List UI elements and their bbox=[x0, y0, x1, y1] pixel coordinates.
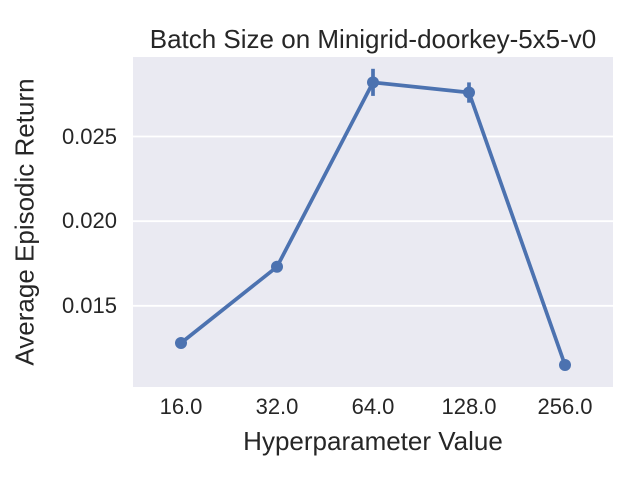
y-tick-label: 0.015 bbox=[61, 292, 117, 318]
x-tick-label: 256.0 bbox=[537, 394, 593, 419]
x-tick-label: 128.0 bbox=[441, 394, 497, 419]
x-tick-label: 16.0 bbox=[159, 394, 203, 419]
plot-area bbox=[133, 57, 613, 387]
x-tick-label: 32.0 bbox=[255, 394, 299, 419]
data-point-marker bbox=[463, 86, 475, 99]
data-point-marker bbox=[367, 76, 379, 89]
data-point-marker bbox=[175, 337, 187, 349]
y-tick-label: 0.025 bbox=[61, 123, 117, 149]
x-axis-label: Hyperparameter Value bbox=[243, 426, 503, 456]
line-plot-canvas bbox=[133, 68, 613, 371]
chart-title: Batch Size on Minigrid-doorkey-5x5-v0 bbox=[149, 24, 597, 54]
data-point-marker bbox=[271, 260, 283, 273]
x-tick-label: 64.0 bbox=[351, 394, 395, 419]
y-tick-label: 0.020 bbox=[61, 208, 117, 234]
series-line bbox=[179, 80, 567, 367]
data-point-marker bbox=[559, 359, 571, 371]
